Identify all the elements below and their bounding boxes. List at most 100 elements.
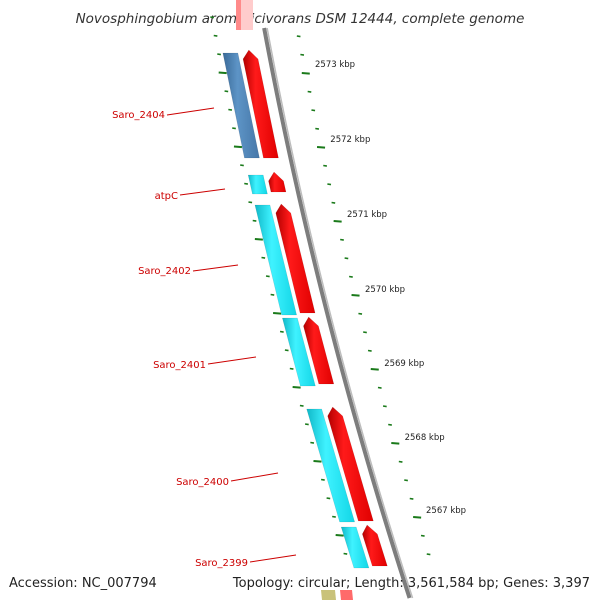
- gene-label-leader: [192, 264, 239, 272]
- tick-outer: [323, 164, 328, 167]
- cds-saro-2399: [362, 524, 388, 567]
- tick-inner: [304, 423, 309, 426]
- tick-inner: [289, 367, 294, 370]
- tick-outer: [409, 497, 414, 500]
- tick-inner: [279, 330, 284, 333]
- gene-label-leader: [230, 472, 279, 482]
- backbone: [262, 27, 414, 599]
- tick-inner: [254, 238, 263, 241]
- feature-blue-saro-2404: [222, 52, 260, 159]
- tick-inner: [210, 16, 215, 19]
- tick-outer: [388, 423, 392, 426]
- tick-outer: [300, 53, 305, 56]
- gene-label-leader: [179, 188, 226, 196]
- tick-outer: [420, 534, 425, 537]
- gene-label-leader: [207, 356, 257, 365]
- gene-label: Saro_2401: [153, 360, 206, 371]
- cds-saro-2402: [275, 203, 316, 314]
- tick-outer: [413, 516, 422, 519]
- tick-inner: [292, 386, 301, 389]
- cds-saro-2400: [327, 406, 374, 522]
- scale-label: 2572 kbp: [330, 135, 370, 145]
- tick-inner: [313, 460, 322, 463]
- gene-label: Saro_2399: [195, 558, 248, 569]
- tick-inner: [261, 256, 266, 259]
- scale-labels: 2573 kbp 2572 kbp 2571 kbp 2570 kbp 2569 kbp…: [315, 60, 466, 516]
- tick-inner: [265, 275, 270, 278]
- tick-outer: [351, 294, 360, 297]
- tick-outer: [340, 238, 344, 241]
- tick-inner: [252, 219, 257, 222]
- scale-label: 2568 kbp: [405, 433, 445, 443]
- gene-label: Saro_2400: [176, 477, 229, 488]
- tick-inner: [217, 53, 222, 56]
- tick-outer: [333, 220, 342, 223]
- tick-outer: [316, 146, 326, 149]
- tick-outer: [370, 368, 379, 371]
- partial-gene-bottom: [321, 590, 336, 600]
- tick-inner: [326, 497, 331, 500]
- feature-cyan-saro-2400: [306, 408, 355, 523]
- partial-cds-bottom: [340, 590, 353, 600]
- genome-summary: Topology: circular; Length: 3,561,584 bp…: [232, 576, 590, 591]
- gene-label-leader: [249, 554, 297, 563]
- tick-inner: [213, 34, 218, 37]
- cds-atpc: [268, 171, 287, 193]
- feature-cyan-saro-2402: [254, 204, 297, 316]
- tick-inner: [343, 552, 348, 555]
- partial-gene-top-edge: [236, 0, 241, 30]
- tick-inner: [248, 201, 253, 204]
- tick-outer: [363, 331, 367, 334]
- tick-outer: [331, 201, 336, 204]
- tick-inner: [299, 404, 304, 407]
- tick-inner: [228, 108, 233, 111]
- map-title: Novosphingobium aromaticivorans DSM 1244…: [76, 11, 525, 27]
- tick-inner: [240, 164, 244, 167]
- tick-outer: [311, 109, 316, 112]
- tick-outer: [327, 183, 332, 186]
- tick-outer: [301, 72, 310, 75]
- scale-label: 2573 kbp: [315, 60, 355, 70]
- scale-label: 2570 kbp: [365, 285, 405, 295]
- gene-label-leader: [166, 107, 215, 116]
- tick-outer: [358, 312, 363, 315]
- cds-saro-2401: [303, 316, 335, 385]
- feature-track: [222, 0, 388, 600]
- tick-inner: [224, 90, 229, 93]
- tick-inner: [218, 71, 227, 75]
- gene-label: Saro_2402: [138, 266, 191, 277]
- tick-inner: [244, 182, 249, 185]
- cds-saro-2404: [242, 49, 279, 159]
- tick-outer: [344, 257, 349, 260]
- accession-label: Accession: NC_007794: [9, 576, 157, 591]
- tick-outer: [367, 349, 372, 352]
- gene-label: atpC: [155, 191, 178, 202]
- scale-label: 2569 kbp: [384, 359, 424, 369]
- scale-ticks: [210, 16, 431, 556]
- tick-outer: [315, 127, 320, 130]
- tick-outer: [404, 479, 408, 482]
- feature-cyan-saro-2401: [282, 317, 316, 387]
- gene-labels: Saro_2404 atpC Saro_2402 Saro_2401 Saro_2400…: [112, 107, 297, 569]
- tick-inner: [335, 534, 344, 537]
- feature-cyan-saro-2399: [340, 526, 370, 569]
- tick-inner: [232, 127, 236, 130]
- feature-cyan-atpc: [247, 174, 268, 195]
- tick-inner: [233, 145, 243, 149]
- tick-outer: [349, 275, 353, 278]
- scale-label: 2567 kbp: [426, 506, 466, 516]
- tick-outer: [382, 405, 387, 408]
- tick-inner: [273, 312, 282, 315]
- tick-outer: [377, 386, 382, 389]
- scale-label: 2571 kbp: [347, 210, 387, 220]
- backbone-line-inner: [266, 27, 414, 599]
- tick-inner: [310, 441, 315, 444]
- tick-outer: [391, 442, 400, 445]
- tick-inner: [332, 515, 336, 518]
- tick-outer: [307, 90, 312, 93]
- gene-label: Saro_2404: [112, 110, 165, 121]
- tick-inner: [284, 349, 289, 352]
- tick-outer: [398, 460, 403, 463]
- tick-outer: [426, 553, 431, 556]
